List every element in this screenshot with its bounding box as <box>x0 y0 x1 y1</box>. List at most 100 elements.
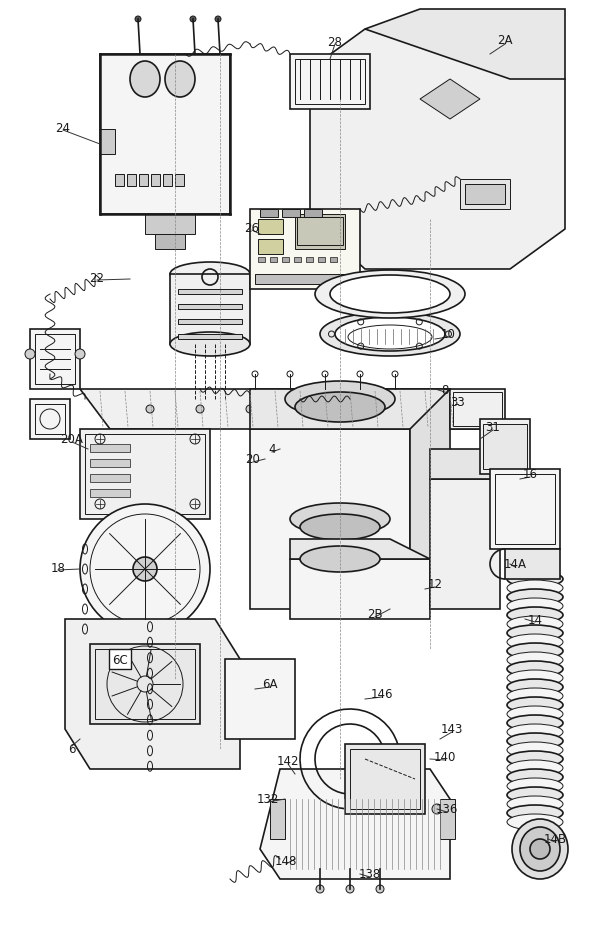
Circle shape <box>190 17 196 23</box>
Ellipse shape <box>507 805 563 821</box>
Ellipse shape <box>507 688 563 704</box>
Bar <box>30 329 80 389</box>
Bar <box>258 257 265 263</box>
Text: 22: 22 <box>90 271 104 285</box>
Bar <box>85 434 205 515</box>
Polygon shape <box>250 430 410 609</box>
Text: 138: 138 <box>359 868 381 881</box>
Ellipse shape <box>507 778 563 794</box>
Circle shape <box>346 885 354 893</box>
Bar <box>151 175 160 187</box>
Text: 148: 148 <box>275 855 297 868</box>
Bar <box>90 490 130 497</box>
Text: 20A: 20A <box>60 433 84 446</box>
Text: 26: 26 <box>245 221 259 234</box>
Ellipse shape <box>507 787 563 803</box>
Ellipse shape <box>507 752 563 768</box>
Ellipse shape <box>507 643 563 659</box>
Text: 6: 6 <box>68 742 76 755</box>
Bar <box>318 257 325 263</box>
Bar <box>175 175 184 187</box>
Bar <box>490 470 560 549</box>
Ellipse shape <box>507 724 563 740</box>
Bar <box>295 60 365 105</box>
Ellipse shape <box>507 733 563 749</box>
Ellipse shape <box>507 760 563 776</box>
Bar <box>80 430 210 519</box>
Circle shape <box>133 558 157 581</box>
Circle shape <box>196 405 204 414</box>
Bar <box>330 257 337 263</box>
Ellipse shape <box>507 715 563 731</box>
Text: 14: 14 <box>528 613 542 626</box>
Bar <box>100 130 115 154</box>
Bar <box>440 799 455 839</box>
Bar <box>258 220 283 235</box>
Bar <box>115 175 124 187</box>
Ellipse shape <box>507 635 563 651</box>
Ellipse shape <box>507 607 563 623</box>
Text: 6C: 6C <box>112 652 128 665</box>
Text: 2A: 2A <box>497 34 513 47</box>
Bar <box>505 549 560 579</box>
Circle shape <box>146 405 154 414</box>
Bar <box>295 214 345 250</box>
Ellipse shape <box>320 313 460 357</box>
Text: 31: 31 <box>486 421 500 434</box>
Bar <box>90 644 200 724</box>
Bar <box>225 659 295 739</box>
Text: 6A: 6A <box>262 678 278 691</box>
Ellipse shape <box>315 271 465 318</box>
Ellipse shape <box>507 598 563 614</box>
Text: 33: 33 <box>451 395 465 408</box>
Ellipse shape <box>507 652 563 668</box>
Polygon shape <box>365 10 565 80</box>
Bar <box>430 479 500 609</box>
Bar <box>450 389 505 430</box>
Text: 16: 16 <box>523 468 537 481</box>
Ellipse shape <box>507 590 563 606</box>
Bar <box>155 235 185 250</box>
Bar <box>90 475 130 482</box>
Bar <box>345 744 425 814</box>
Ellipse shape <box>507 616 563 633</box>
Bar <box>250 210 360 289</box>
Ellipse shape <box>507 797 563 812</box>
Bar <box>483 425 527 470</box>
Ellipse shape <box>290 504 390 535</box>
Text: 140: 140 <box>434 751 456 764</box>
Ellipse shape <box>130 62 160 98</box>
Ellipse shape <box>507 571 563 588</box>
Text: 142: 142 <box>277 754 300 768</box>
Bar <box>453 392 502 427</box>
Bar <box>290 560 430 620</box>
Ellipse shape <box>507 680 563 695</box>
Text: 4: 4 <box>268 443 276 456</box>
Bar <box>290 55 370 110</box>
Circle shape <box>215 17 221 23</box>
Ellipse shape <box>507 707 563 723</box>
Ellipse shape <box>335 317 445 352</box>
Bar <box>90 445 130 452</box>
Circle shape <box>316 885 324 893</box>
Ellipse shape <box>170 332 250 357</box>
Text: 12: 12 <box>428 578 442 591</box>
Text: 136: 136 <box>436 803 458 815</box>
Bar <box>495 475 555 545</box>
Text: 8: 8 <box>441 383 449 396</box>
Ellipse shape <box>512 819 568 879</box>
Bar <box>90 460 130 467</box>
Text: 20: 20 <box>246 453 260 466</box>
Bar <box>270 257 277 263</box>
Ellipse shape <box>507 670 563 686</box>
Circle shape <box>80 505 210 635</box>
Polygon shape <box>80 389 480 430</box>
Polygon shape <box>65 620 240 769</box>
Ellipse shape <box>300 547 380 573</box>
Bar <box>95 650 195 719</box>
Circle shape <box>135 17 141 23</box>
Polygon shape <box>310 30 565 270</box>
Text: 10: 10 <box>440 329 456 341</box>
Polygon shape <box>260 769 450 879</box>
Bar <box>35 404 65 434</box>
